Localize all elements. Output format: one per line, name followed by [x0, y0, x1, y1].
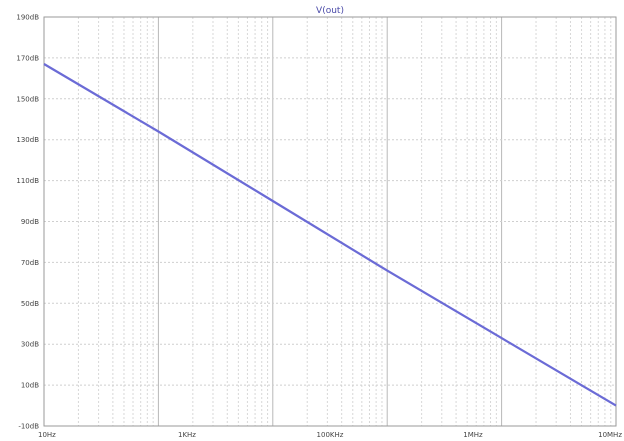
y-tick-label: -10dB — [18, 423, 39, 431]
y-axis-ticks: 190dB 170dB 150dB 130dB 110dB 90dB 70dB 50dB 30d… — [16, 14, 39, 431]
x-tick-label: 1KHz — [178, 431, 196, 439]
x-tick-label: 10Hz — [38, 431, 56, 439]
chart-title: V(out) — [316, 6, 344, 16]
y-tick-label: 90dB — [21, 218, 39, 226]
y-tick-label: 170dB — [16, 54, 39, 62]
x-tick-label: 10MHz — [598, 431, 622, 439]
x-axis-ticks: 10Hz 1KHz 100KHz 1MHz 10MHz — [38, 431, 622, 439]
x-tick-label: 100KHz — [317, 431, 344, 439]
y-tick-label: 130dB — [16, 136, 39, 144]
y-tick-label: 110dB — [16, 177, 39, 185]
y-tick-label: 50dB — [21, 300, 39, 308]
y-tick-label: 150dB — [16, 95, 39, 103]
y-tick-label: 10dB — [21, 382, 39, 390]
series-line — [43, 63, 617, 407]
y-tick-label: 70dB — [21, 259, 39, 267]
y-tick-label: 30dB — [21, 341, 39, 349]
y-tick-label: 190dB — [16, 14, 39, 22]
x-tick-label: 1MHz — [463, 431, 483, 439]
plot-frame — [43, 16, 617, 427]
series-layer — [43, 63, 617, 407]
